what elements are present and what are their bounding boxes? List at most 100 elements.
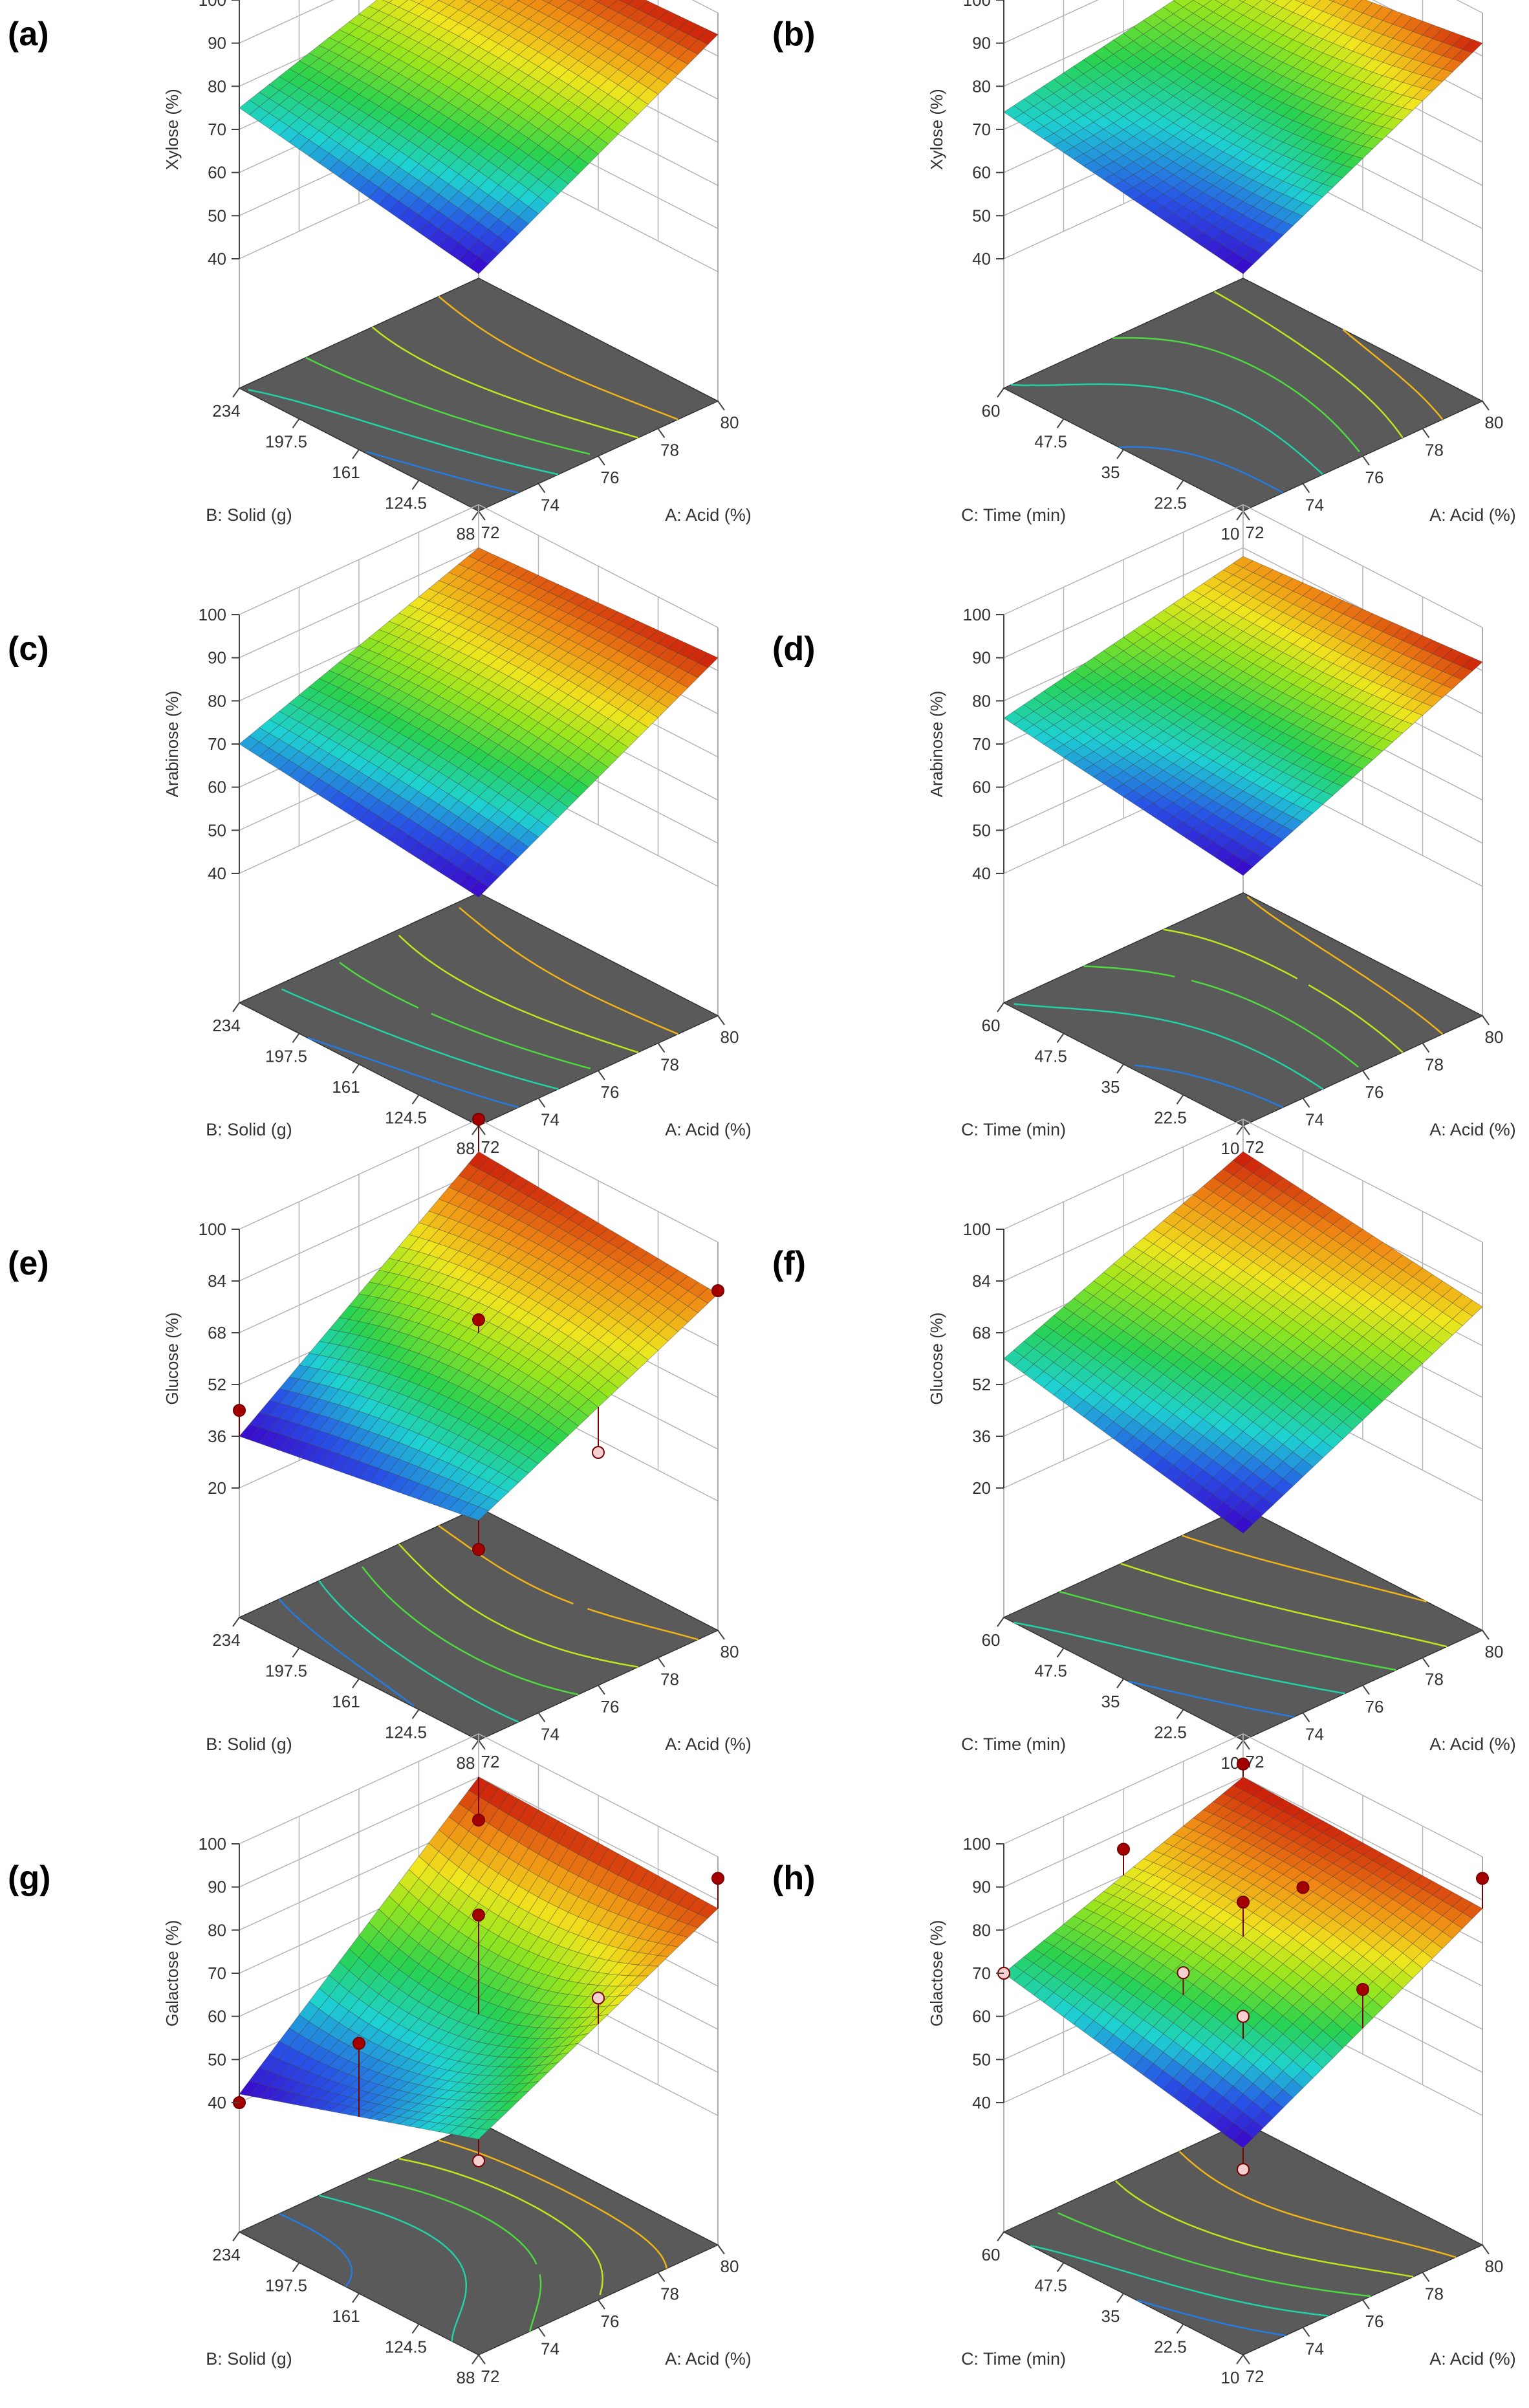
design-point	[472, 1543, 485, 1556]
z-tick-label: 80	[208, 1920, 226, 1940]
a-tick-label: 74	[541, 496, 559, 515]
surface-cell	[464, 0, 472, 3]
z-tick-label: 100	[199, 1220, 226, 1239]
z-tick-label: 68	[972, 1323, 991, 1342]
b-tick	[1176, 479, 1184, 490]
surface-cell	[578, 635, 599, 650]
a-tick-label: 74	[1305, 1725, 1324, 1744]
z-tick-label: 20	[208, 1478, 226, 1498]
a-axis-title: A: Acid (%)	[1429, 1120, 1516, 1139]
surface-cell	[378, 82, 400, 98]
design-point	[472, 1813, 485, 1827]
z-axis-title: Arabinose (%)	[162, 691, 182, 798]
z-tick-label: 50	[972, 206, 991, 225]
surface-cell	[468, 90, 490, 107]
panel-f-surface	[1003, 1151, 1483, 1534]
b-tick	[1056, 1647, 1065, 1658]
contour-line	[398, 934, 639, 1053]
b-axis-title: B: Solid (g)	[206, 505, 292, 525]
contour-line	[1112, 337, 1360, 453]
contour-line	[1213, 290, 1404, 439]
b-axis-title: B: Solid (g)	[206, 1735, 292, 1754]
surface-cell	[408, 16, 429, 30]
surface-cell	[378, 193, 400, 212]
b-tick	[472, 1740, 479, 1750]
z-tick-label: 100	[963, 0, 991, 10]
b-tick-label: 60	[982, 1630, 1001, 1650]
b-tick-label: 234	[212, 2245, 240, 2264]
surface-cell	[378, 111, 400, 129]
surface-cell	[408, 672, 429, 686]
design-point	[472, 1113, 485, 1126]
surface-cell	[378, 96, 400, 113]
a-tick	[598, 1685, 605, 1695]
surface-cell	[408, 214, 429, 233]
z-tick-label: 90	[208, 34, 226, 53]
surface-cell	[1382, 52, 1404, 67]
surface-cell	[618, 91, 639, 108]
surface-cell	[498, 635, 519, 650]
b-tick	[292, 418, 300, 429]
surface-cell	[348, 157, 370, 175]
z-tick-label: 100	[963, 605, 991, 624]
b-tick	[352, 2293, 360, 2303]
surface-cell	[498, 140, 519, 159]
surface-cell	[1412, 62, 1433, 76]
surface-cell	[587, 72, 609, 89]
b-tick-label: 161	[332, 1077, 360, 1097]
surface-cell	[558, 166, 579, 185]
a-tick	[478, 510, 486, 521]
surface-cell	[488, 606, 510, 619]
surface-cell	[1452, 49, 1473, 63]
surface-cell	[468, 0, 488, 7]
surface-cell	[408, 146, 429, 164]
surface-cell	[378, 67, 400, 83]
floor-plane	[238, 892, 719, 1126]
b-tick-label: 22.5	[1154, 494, 1187, 513]
a-axis-title: A: Acid (%)	[1429, 505, 1516, 525]
design-point	[711, 1872, 724, 1885]
surface-cell	[288, 133, 310, 150]
surface-cell	[587, 104, 609, 121]
b-tick-label: 47.5	[1034, 1047, 1067, 1066]
b-tick	[1116, 1064, 1124, 1074]
a-tick-label: 72	[1246, 523, 1264, 542]
surface-cell	[528, 162, 549, 180]
z-tick-label: 100	[199, 1834, 226, 1854]
surface-cell	[498, 226, 519, 245]
surface-cell	[468, 239, 490, 257]
panel-label: (a)	[8, 16, 49, 53]
z-tick-label: 40	[208, 249, 226, 268]
a-tick	[1302, 1097, 1310, 1108]
design-point	[711, 1284, 724, 1297]
b-tick-label: 10	[1221, 1753, 1240, 1773]
surface-cell	[498, 8, 519, 23]
a-tick	[717, 1015, 725, 1025]
surface-cell	[1412, 34, 1433, 50]
surface-cell	[1382, 104, 1404, 118]
surface-cell	[508, 602, 529, 616]
surface-cell	[408, 84, 429, 100]
surface-cell	[1322, 136, 1343, 149]
z-tick-label: 40	[972, 864, 991, 883]
b-tick	[1056, 418, 1065, 429]
panel-e-surface	[239, 1151, 719, 1521]
a-tick-label: 80	[1485, 1642, 1504, 1661]
surface-cell	[398, 208, 420, 226]
b-tick	[232, 2231, 240, 2242]
design-point	[472, 2154, 485, 2167]
surface-cell	[568, 156, 589, 175]
surface-cell	[1238, 0, 1246, 3]
a-axis-title: A: Acid (%)	[665, 1735, 752, 1754]
design-point	[592, 1991, 605, 2005]
surface-cell	[498, 63, 519, 79]
z-tick-label: 70	[972, 120, 991, 139]
z-tick-label: 80	[972, 76, 991, 96]
surface-cell	[498, 0, 519, 9]
b-tick-label: 47.5	[1034, 432, 1067, 452]
